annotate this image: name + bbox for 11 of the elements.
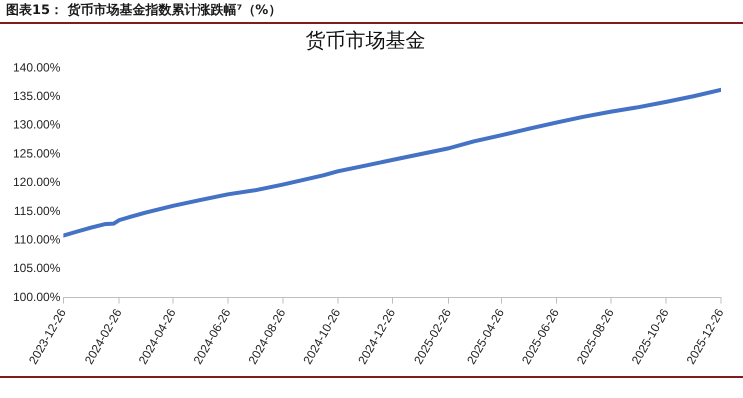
chart-subtitle: 货币市场基金 xyxy=(306,28,426,52)
y-tick-label: 125.00% xyxy=(13,146,61,160)
y-tick-label: 130.00% xyxy=(13,118,61,132)
y-tick-label: 120.00% xyxy=(13,175,61,190)
y-tick-label: 140.00% xyxy=(13,60,61,74)
y-tick-label: 135.00% xyxy=(13,89,61,104)
y-tick-label: 100.00% xyxy=(13,290,61,304)
chart-title: 图表15： 货币市场基金指数累计涨跌幅⁷（%） xyxy=(0,0,743,24)
y-tick-label: 105.00% xyxy=(13,261,61,276)
y-tick-label: 110.00% xyxy=(14,232,61,247)
y-tick-label: 115.00% xyxy=(14,204,61,218)
